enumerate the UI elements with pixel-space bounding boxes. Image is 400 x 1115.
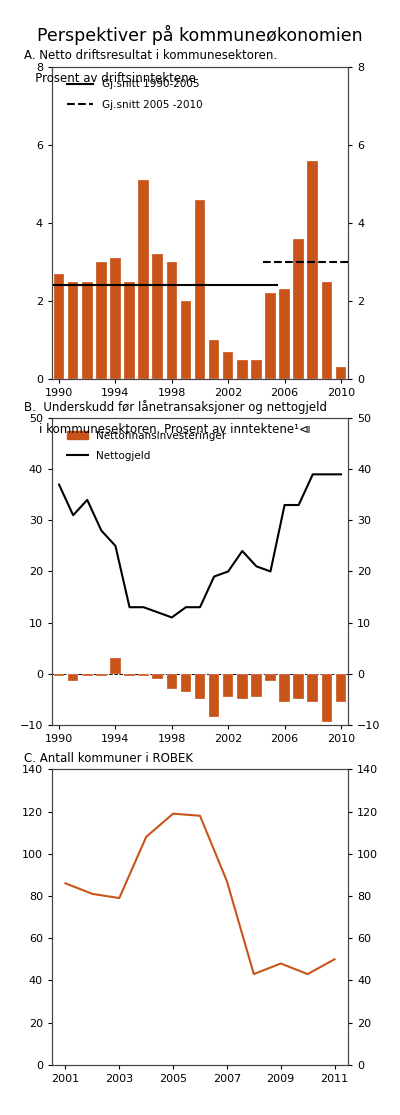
Text: C. Antall kommuner i ROBEK: C. Antall kommuner i ROBEK (24, 752, 193, 765)
Bar (181, 673, 191, 691)
Bar (152, 673, 163, 679)
Bar (82, 673, 92, 676)
Bar (237, 673, 248, 699)
Bar (166, 262, 177, 379)
Bar (138, 180, 149, 379)
Bar (96, 673, 107, 676)
Bar (82, 281, 92, 379)
Text: Prosent av driftsinntektene: Prosent av driftsinntektene (24, 71, 196, 85)
Bar (265, 293, 276, 379)
Bar (265, 673, 276, 681)
Legend: Gj.snitt 1990-2005, Gj.snitt 2005 -2010: Gj.snitt 1990-2005, Gj.snitt 2005 -2010 (63, 75, 206, 114)
Bar (308, 673, 318, 701)
Bar (223, 351, 234, 379)
Bar (209, 673, 219, 717)
Bar (293, 673, 304, 699)
Bar (195, 673, 205, 699)
Bar (336, 367, 346, 379)
Text: Perspektiver på kommuneøkonomien: Perspektiver på kommuneøkonomien (37, 25, 363, 45)
Bar (279, 673, 290, 701)
Bar (124, 281, 135, 379)
Text: B.  Underskudd før lånetransaksjoner og nettogjeld: B. Underskudd før lånetransaksjoner og n… (24, 399, 327, 414)
Bar (195, 200, 205, 379)
Bar (336, 673, 346, 701)
Bar (110, 658, 121, 673)
Bar (152, 254, 163, 379)
Bar (209, 340, 219, 379)
Bar (68, 281, 78, 379)
Bar (110, 258, 121, 379)
Text: i kommunesektoren. Prosent av inntektene¹⧏: i kommunesektoren. Prosent av inntektene… (24, 423, 311, 436)
Bar (96, 262, 107, 379)
Bar (322, 673, 332, 723)
Bar (237, 359, 248, 379)
Bar (293, 239, 304, 379)
Bar (124, 673, 135, 676)
Bar (166, 673, 177, 689)
Text: A. Netto driftsresultat i kommunesektoren.: A. Netto driftsresultat i kommunesektore… (24, 49, 277, 62)
Legend: Nettofinansinvesteringer, Nettogjeld: Nettofinansinvesteringer, Nettogjeld (63, 426, 231, 465)
Bar (181, 301, 191, 379)
Bar (251, 673, 262, 697)
Bar (279, 289, 290, 379)
Bar (308, 161, 318, 379)
Bar (322, 281, 332, 379)
Bar (54, 273, 64, 379)
Bar (68, 673, 78, 681)
Bar (54, 673, 64, 676)
Bar (251, 359, 262, 379)
Bar (223, 673, 234, 697)
Bar (138, 673, 149, 676)
